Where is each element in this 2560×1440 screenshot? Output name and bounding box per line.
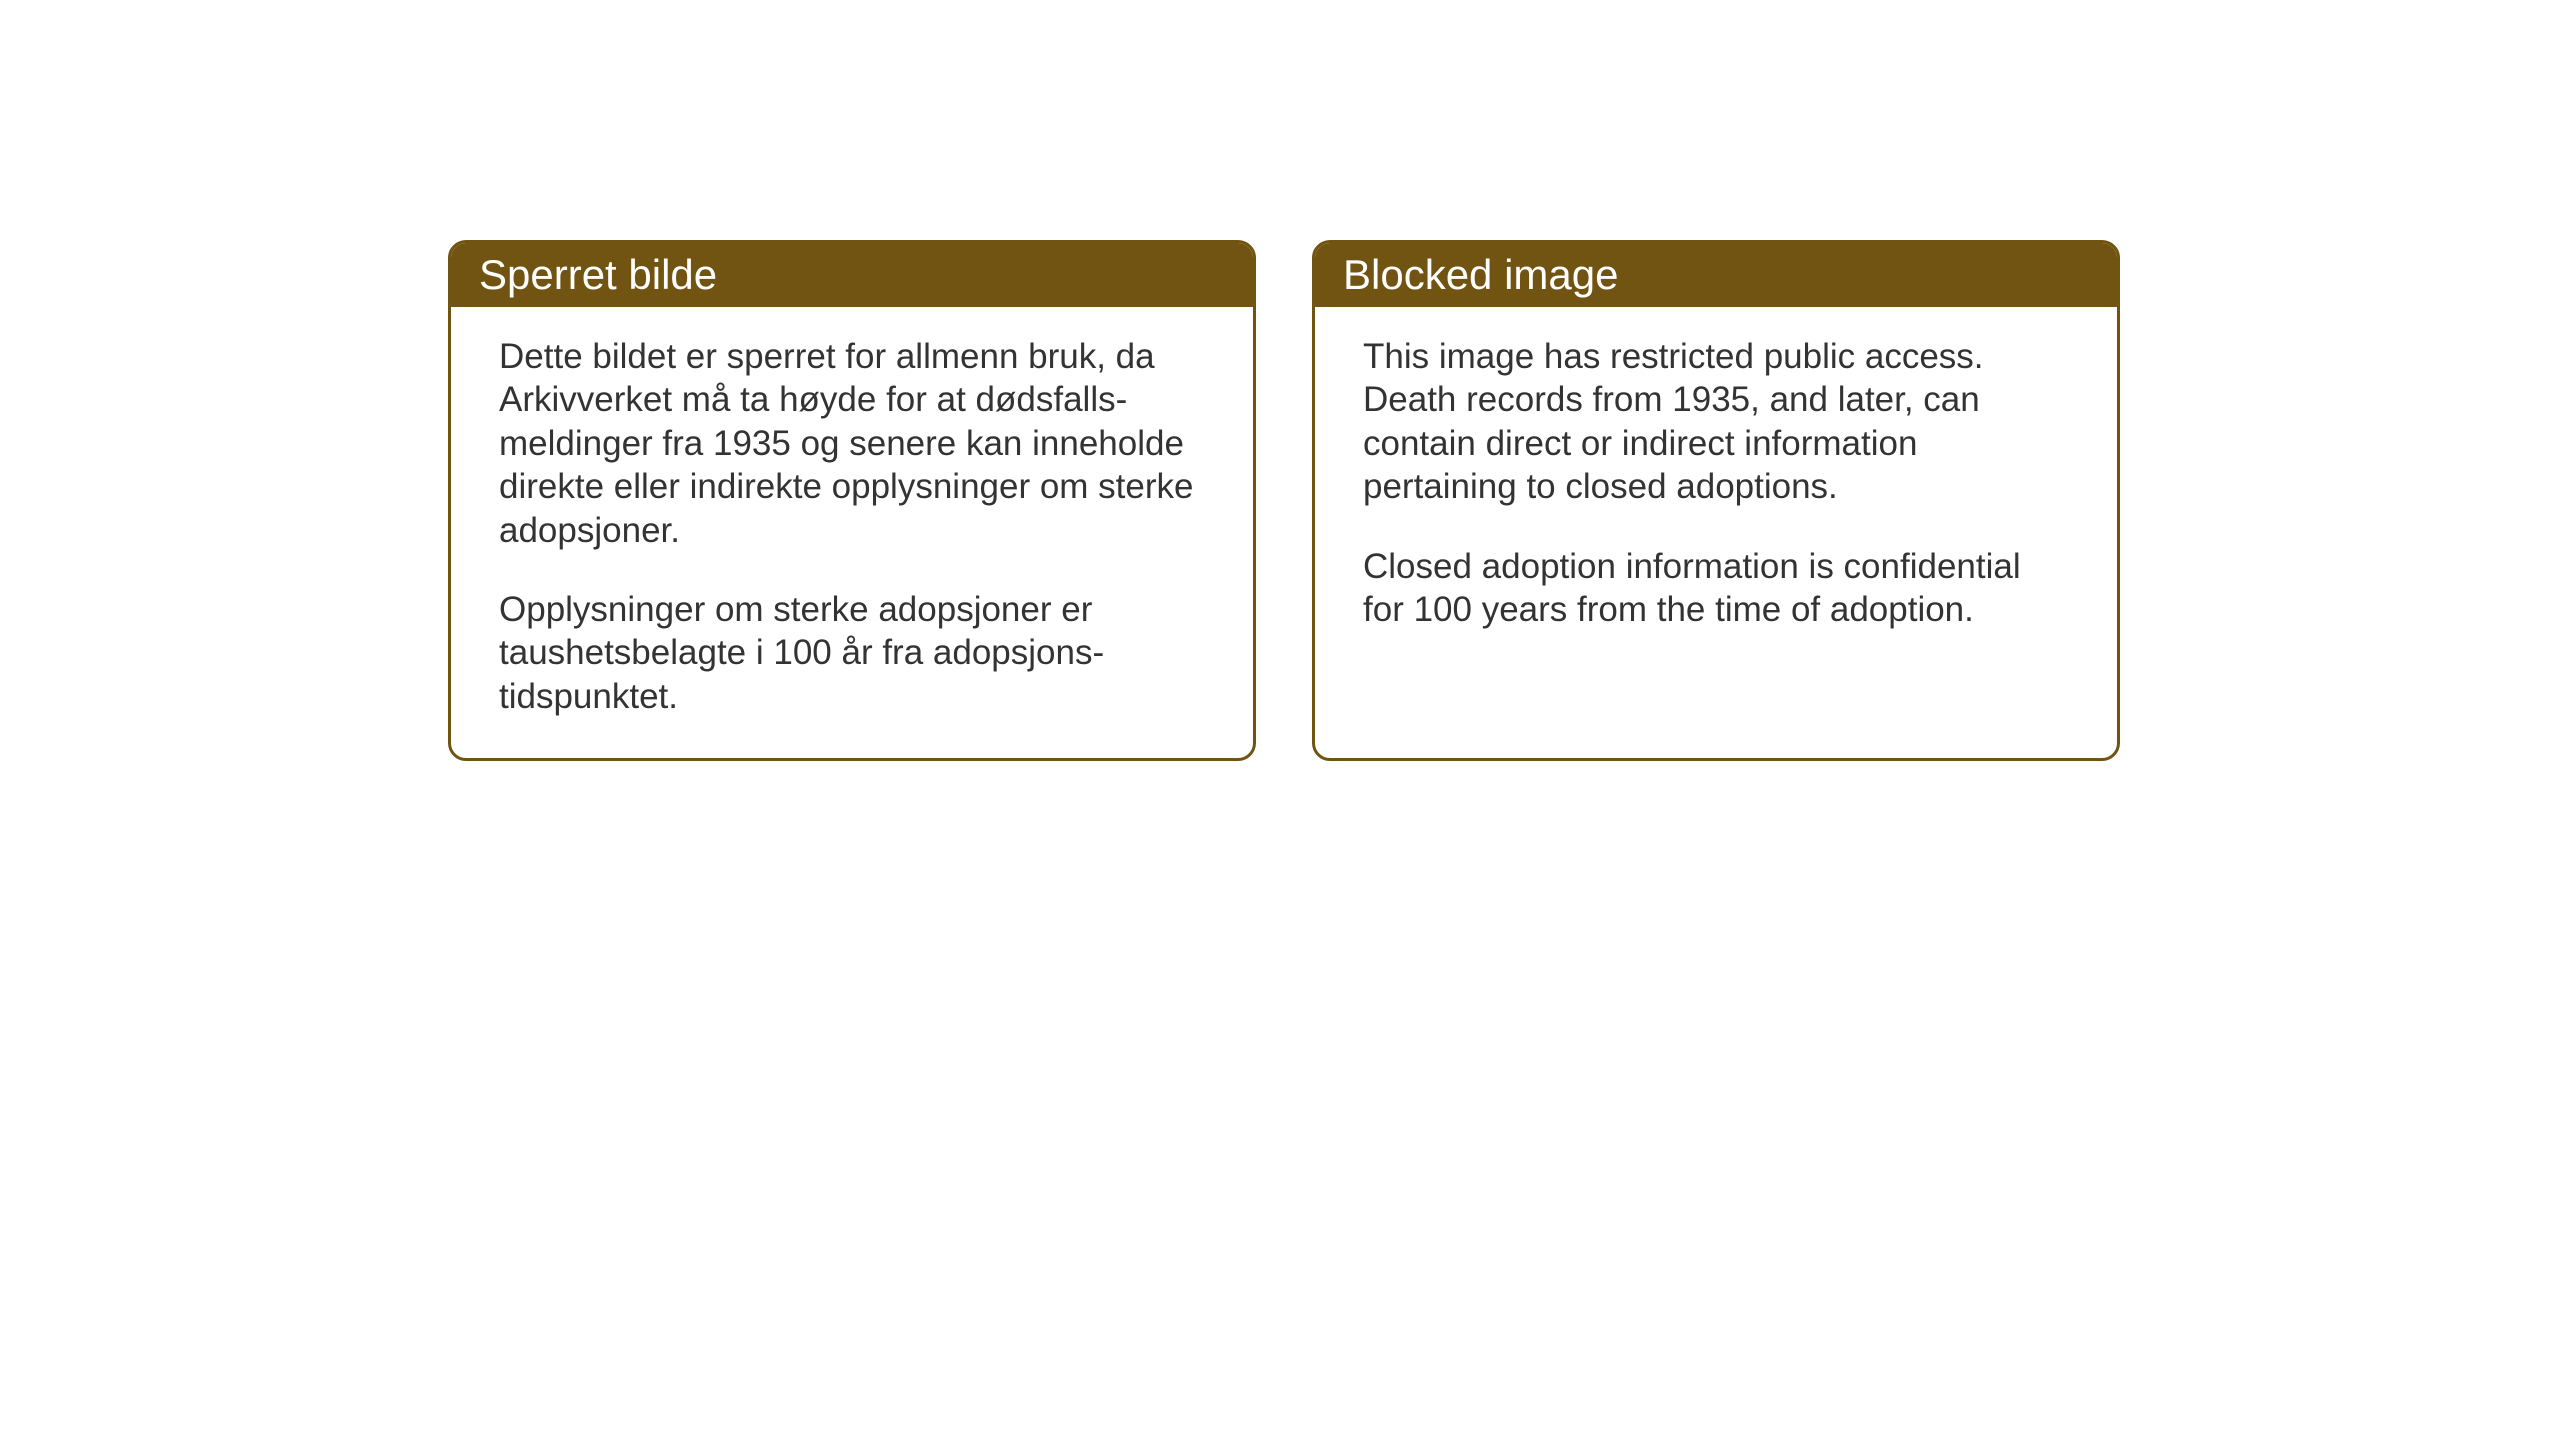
card-english-header: Blocked image xyxy=(1315,243,2117,307)
card-english-paragraph-1: This image has restricted public access.… xyxy=(1363,335,2069,509)
cards-container: Sperret bilde Dette bildet er sperret fo… xyxy=(448,240,2120,761)
card-english-title: Blocked image xyxy=(1343,251,1618,298)
card-english: Blocked image This image has restricted … xyxy=(1312,240,2120,761)
card-norwegian-paragraph-2: Opplysninger om sterke adopsjoner er tau… xyxy=(499,588,1205,718)
card-norwegian-title: Sperret bilde xyxy=(479,251,717,298)
card-norwegian: Sperret bilde Dette bildet er sperret fo… xyxy=(448,240,1256,761)
card-english-body: This image has restricted public access.… xyxy=(1315,307,2117,671)
card-norwegian-paragraph-1: Dette bildet er sperret for allmenn bruk… xyxy=(499,335,1205,552)
card-norwegian-body: Dette bildet er sperret for allmenn bruk… xyxy=(451,307,1253,758)
card-norwegian-header: Sperret bilde xyxy=(451,243,1253,307)
card-english-paragraph-2: Closed adoption information is confident… xyxy=(1363,545,2069,632)
